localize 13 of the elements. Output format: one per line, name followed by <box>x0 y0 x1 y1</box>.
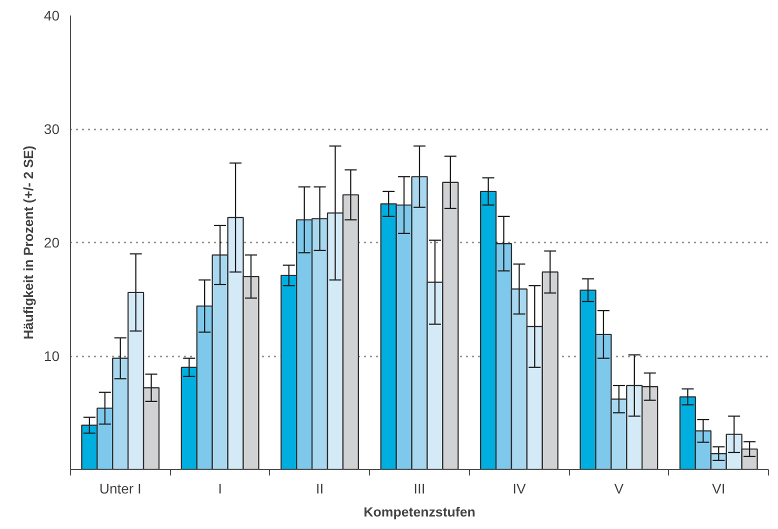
x-tick-label: Unter I <box>99 480 142 496</box>
y-tick-label: 30 <box>44 121 60 137</box>
x-tick-label: I <box>218 480 222 496</box>
y-axis-title: Häufigkeit in Prozent (+/- 2 SE) <box>20 146 36 340</box>
y-tick-label: 40 <box>44 8 60 24</box>
x-tick-label: III <box>414 480 426 496</box>
y-tick-label: 10 <box>44 348 60 364</box>
x-tick-label: VI <box>712 480 726 496</box>
x-axis-title: Kompetenzstufen <box>364 504 476 520</box>
x-tick-label: V <box>614 480 624 496</box>
x-tick-label: II <box>316 480 324 496</box>
y-tick-label: 20 <box>44 234 60 250</box>
x-tick-label: IV <box>512 480 526 496</box>
